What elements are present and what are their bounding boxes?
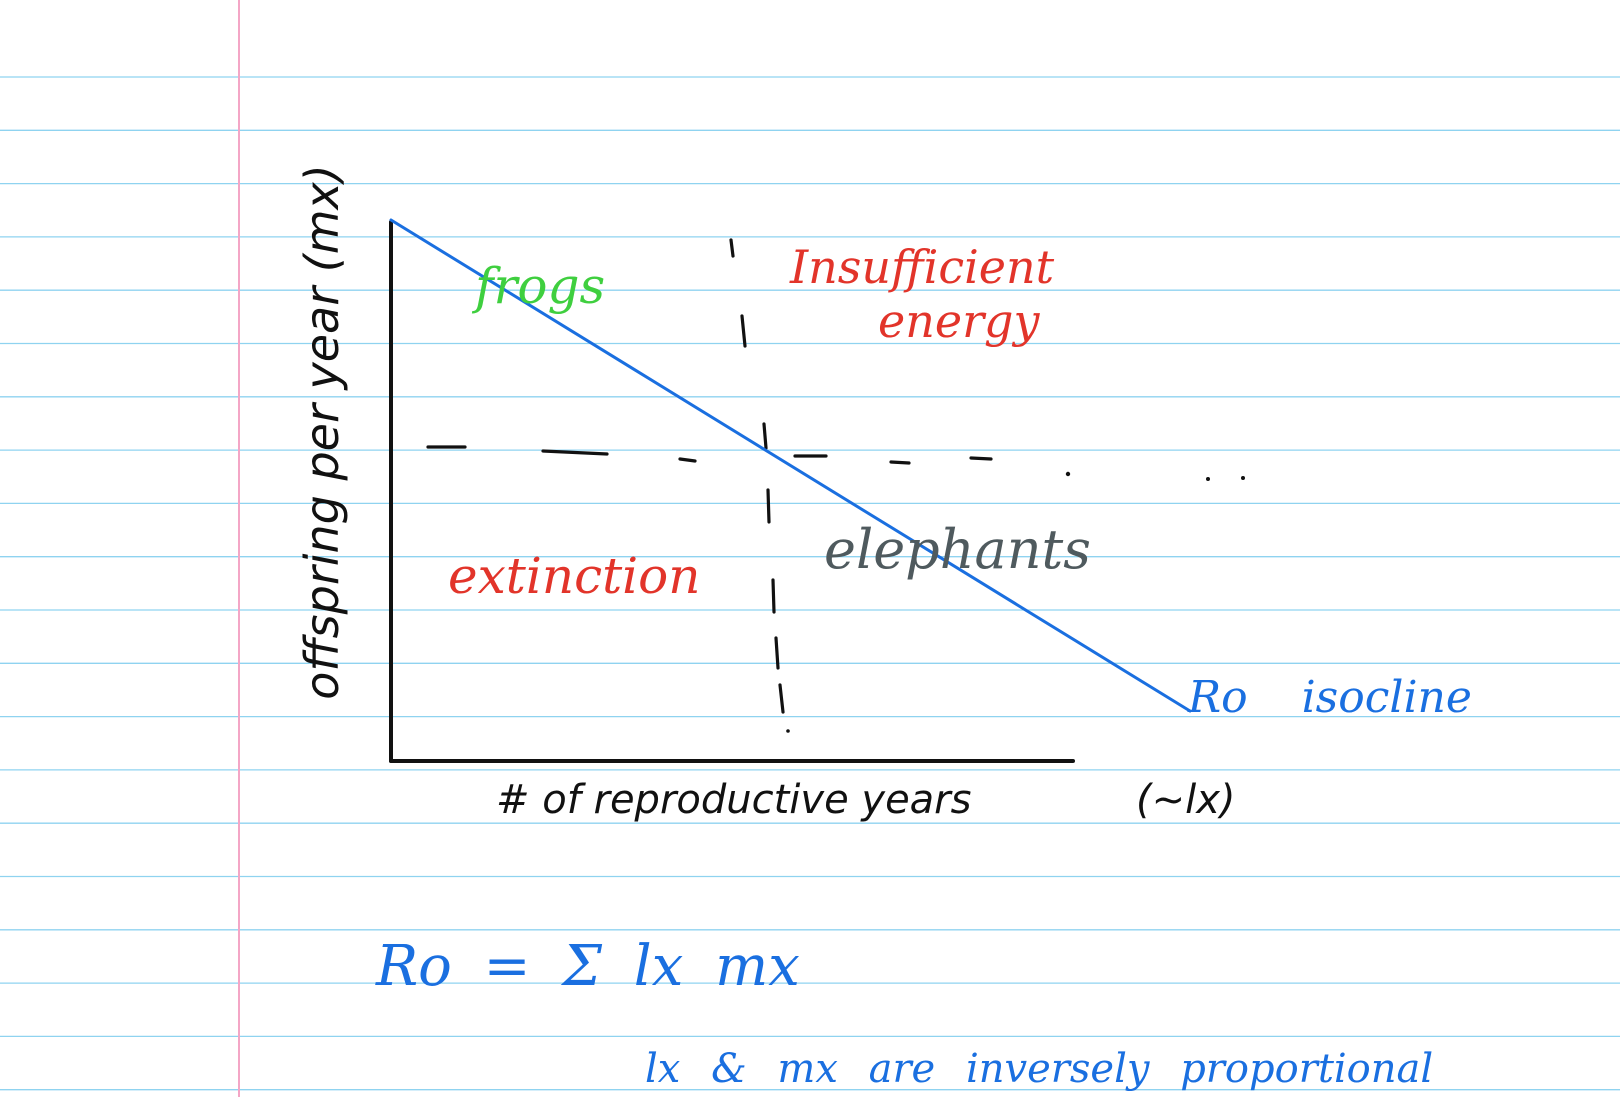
vertical-threshold-dashed-line	[729, 238, 790, 733]
ro-isocline-label: Ro isocline	[1187, 672, 1472, 723]
ro-isocline-line	[389, 218, 1192, 713]
x-axis-label: # of reproductive years	[496, 777, 971, 823]
lx-mx-relationship-note: lx & mx are inversely proportional	[645, 1046, 1433, 1092]
horizontal-threshold-dashed-line	[426, 445, 1245, 481]
extinction-label: extinction	[448, 547, 700, 605]
insufficient-energy-label-line1: Insufficient	[789, 240, 1055, 294]
y-axis-label: offspring per year (mx)	[295, 164, 349, 699]
frogs-label: frogs	[471, 257, 605, 315]
x-axis-label-suffix: (~lx)	[1136, 777, 1236, 823]
ruled-lines	[0, 76, 1620, 1091]
axes	[389, 220, 1075, 763]
ro-equation: Ro = Σ lx mx	[375, 934, 800, 999]
insufficient-energy-label-line2: energy	[878, 294, 1041, 348]
elephants-label: elephants	[824, 518, 1091, 581]
